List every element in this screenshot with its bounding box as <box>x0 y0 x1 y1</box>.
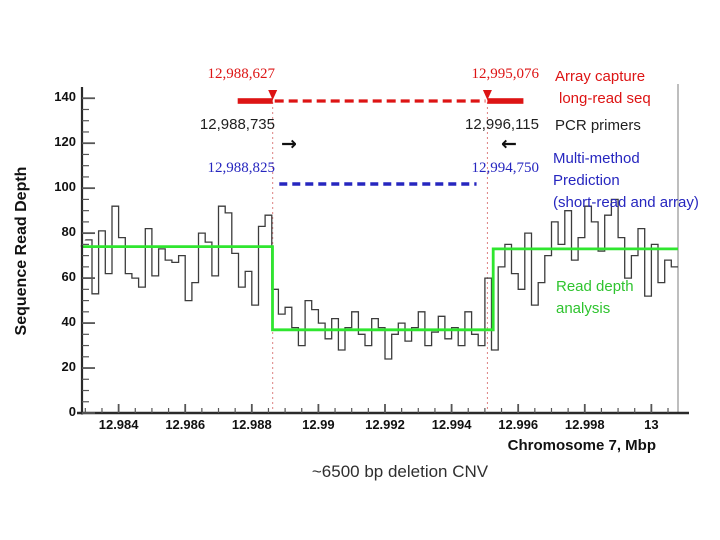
y-tick-label: 80 <box>61 224 76 240</box>
read-depth-legend-line1: Read depth <box>556 278 634 295</box>
primer-forward-arrow-icon: → <box>281 133 297 155</box>
y-tick-label: 60 <box>61 269 76 285</box>
read-depth-legend-line2: analysis <box>556 300 611 317</box>
figure-caption: ~6500 bp deletion CNV <box>311 462 489 481</box>
array-capture-right-bar <box>487 98 524 104</box>
array-capture-legend-line1: Array capture <box>555 68 646 85</box>
x-tick-label: 12.984 <box>98 417 139 432</box>
x-tick-label: 12.99 <box>302 417 335 432</box>
x-tick-label: 13 <box>644 417 659 432</box>
pcr-primers-legend: PCR primers <box>555 117 641 134</box>
y-tick-label: 140 <box>54 89 76 105</box>
pcr-primer-end-coordinate: 12,996,115 <box>465 116 539 133</box>
x-tick-label: 12.992 <box>365 417 405 432</box>
x-tick-label: 12.998 <box>564 417 605 432</box>
x-tick-label: 12.986 <box>165 417 206 432</box>
x-tick-label: 12.996 <box>498 417 539 432</box>
prediction-legend-line3: (short-read and array) <box>553 194 699 211</box>
prediction-end-coordinate: 12,994,750 <box>471 160 540 176</box>
read-depth-histogram-path <box>84 198 678 360</box>
y-tick-label: 20 <box>61 359 76 375</box>
y-axis-title: Sequence Read Depth <box>13 166 30 336</box>
array-capture-down-arrow-icon <box>268 90 278 100</box>
x-axis-title: Chromosome 7, Mbp <box>507 437 656 454</box>
array-capture-down-arrow-icon <box>482 90 492 100</box>
y-tick-label: 40 <box>61 314 76 330</box>
y-tick-label: 0 <box>68 404 76 419</box>
y-tick-label: 120 <box>54 134 76 150</box>
primer-reverse-arrow-icon: ← <box>501 133 517 155</box>
pcr-primer-start-coordinate: 12,988,735 <box>199 116 275 133</box>
prediction-start-coordinate: 12,988,825 <box>207 160 276 176</box>
array-capture-legend-line2: long-read seq <box>559 90 651 107</box>
x-tick-label: 12.994 <box>431 417 472 432</box>
array-capture-start-coordinate: 12,988,627 <box>207 66 276 82</box>
array-capture-left-bar <box>237 98 273 104</box>
x-tick-label: 12.988 <box>231 417 272 432</box>
array-capture-end-coordinate: 12,995,076 <box>471 66 540 82</box>
prediction-legend-line2: Prediction <box>553 172 620 189</box>
prediction-legend-line1: Multi-method <box>553 150 640 167</box>
y-tick-label: 100 <box>54 179 76 195</box>
